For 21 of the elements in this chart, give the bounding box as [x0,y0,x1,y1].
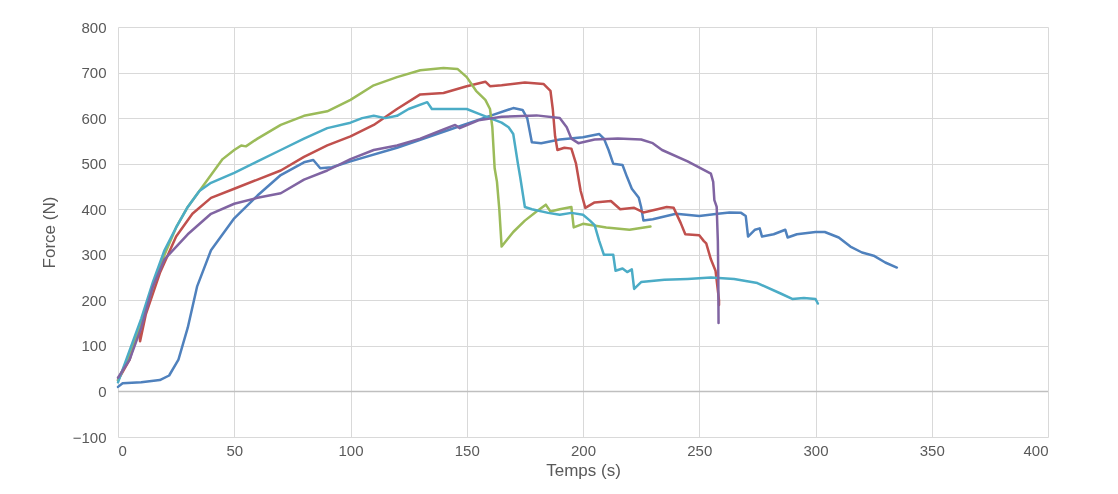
y-tick-label: 400 [81,200,107,218]
x-tick-label: 150 [454,441,480,459]
y-tick-label: 100 [81,337,107,355]
x-tick-label: 200 [570,441,597,459]
x-tick-label: 350 [919,441,945,459]
x-axis-title: Temps (s) [546,460,621,480]
x-tick-label: 250 [687,441,713,459]
x-tick-label: 300 [803,441,829,459]
y-tick-label: 700 [81,64,107,82]
y-tick-label: 600 [81,109,107,127]
x-tick-label: 0 [118,441,127,459]
y-tick-label: −100 [72,428,107,446]
y-tick-label: 300 [81,246,107,264]
x-tick-label: 400 [1023,441,1049,459]
y-tick-label: 800 [81,18,107,36]
y-axis-title: Force (N) [39,196,59,269]
x-tick-label: 100 [338,441,364,459]
y-tick-label: 500 [81,155,107,173]
x-tick-label: 50 [226,441,244,459]
y-tick-label: 200 [81,291,107,309]
y-tick-label: 0 [98,382,107,400]
